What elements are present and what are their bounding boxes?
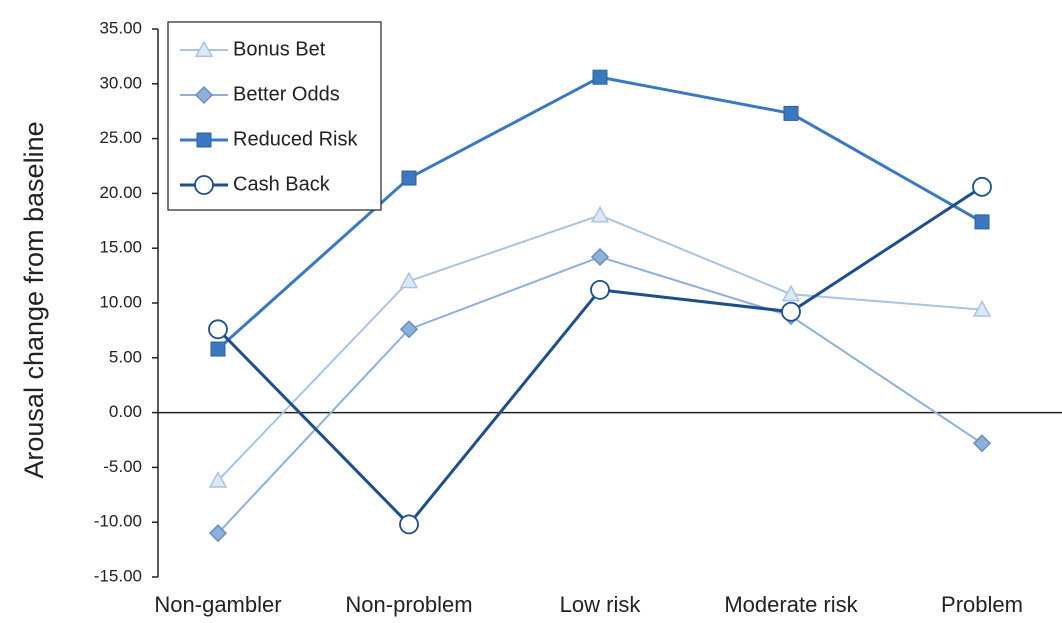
marker — [401, 170, 417, 186]
y-tick-label: 30.00 — [99, 73, 142, 92]
x-tick-label: Non-problem — [345, 592, 472, 617]
y-tick-label: 25.00 — [99, 128, 142, 147]
y-tick-label: 15.00 — [99, 238, 142, 257]
y-tick-label: -10.00 — [94, 512, 142, 531]
y-tick-label: -5.00 — [103, 457, 142, 476]
marker — [590, 279, 610, 300]
y-tick-label: 10.00 — [99, 292, 142, 311]
y-axis-label: Arousal change from baseline — [19, 121, 49, 478]
marker — [210, 341, 226, 357]
marker — [974, 214, 990, 230]
marker — [208, 471, 228, 488]
legend-label: Better Odds — [233, 83, 340, 105]
x-tick-label: Moderate risk — [724, 592, 858, 617]
marker — [781, 301, 801, 322]
y-tick-label: 20.00 — [99, 183, 142, 202]
x-tick-label: Low risk — [560, 592, 642, 617]
marker — [399, 271, 419, 289]
legend-marker — [194, 40, 214, 58]
marker — [208, 319, 228, 340]
marker — [590, 247, 610, 267]
series-line — [216, 185, 983, 527]
y-tick-label: -15.00 — [94, 566, 142, 585]
y-tick-label: 5.00 — [109, 347, 142, 366]
marker — [781, 284, 801, 302]
marker — [972, 300, 992, 317]
y-tick-label: 0.00 — [109, 402, 142, 421]
marker — [972, 434, 992, 453]
marker — [399, 514, 419, 535]
marker — [783, 105, 799, 121]
y-tick-label: 35.00 — [99, 18, 142, 37]
marker — [590, 205, 610, 223]
legend-marker — [196, 132, 212, 148]
x-tick-label: Problem — [941, 592, 1023, 617]
x-tick-label: Non-gambler — [154, 592, 281, 617]
marker — [208, 524, 228, 543]
legend-label: Cash Back — [233, 173, 331, 195]
marker — [592, 69, 608, 85]
legend-label: Reduced Risk — [233, 128, 359, 150]
marker — [972, 176, 992, 197]
legend-marker — [194, 175, 214, 195]
legend-marker — [194, 85, 214, 105]
marker — [399, 320, 419, 339]
legend-label: Bonus Bet — [233, 38, 326, 60]
